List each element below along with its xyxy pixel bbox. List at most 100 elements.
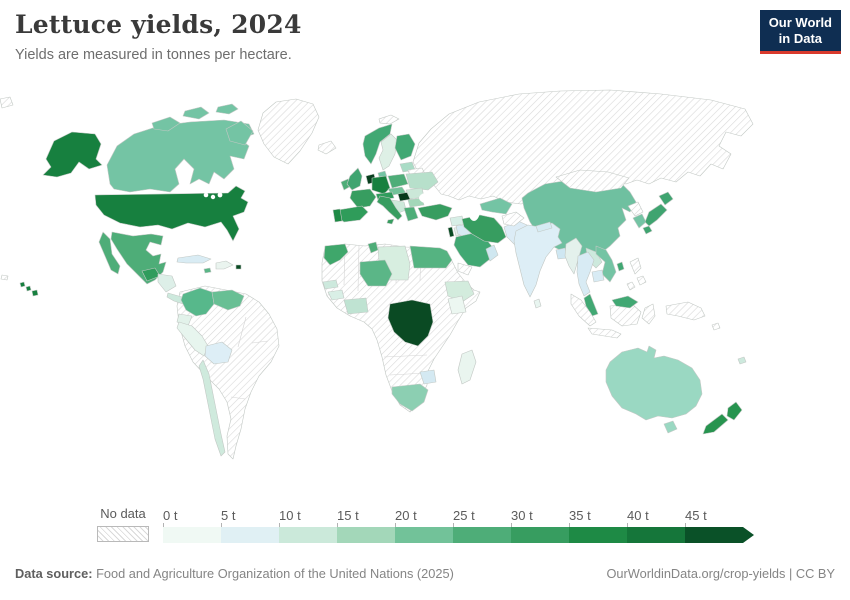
- map-region-italy[interactable]: [376, 195, 403, 225]
- map-region-philippines[interactable]: [626, 257, 647, 291]
- map-region-nepal[interactable]: [535, 221, 553, 233]
- map-region-dr-congo[interactable]: [387, 299, 434, 347]
- map-region-new-zealand[interactable]: [702, 401, 743, 435]
- map-region-ivory-coast-ghana[interactable]: [343, 297, 369, 315]
- map-region-borneo-malaysia[interactable]: [611, 295, 639, 309]
- legend-bin[interactable]: [685, 527, 743, 543]
- map-region-norway[interactable]: [362, 123, 393, 165]
- map-region-niger[interactable]: [359, 259, 393, 287]
- legend-tick-label: 30 t: [511, 508, 533, 523]
- map-region-australia[interactable]: [605, 345, 703, 421]
- map-region-midway[interactable]: [0, 274, 9, 281]
- owid-link[interactable]: OurWorldinData.org/crop-yields | CC BY: [606, 566, 835, 581]
- map-region-malaysia[interactable]: [583, 293, 599, 317]
- map-region-poland[interactable]: [387, 173, 409, 189]
- map-region-south-africa[interactable]: [391, 383, 429, 412]
- legend-bin[interactable]: [337, 527, 395, 543]
- map-region-germany[interactable]: [371, 175, 391, 195]
- map-region-taiwan[interactable]: [616, 261, 625, 272]
- map-region-yemen[interactable]: [457, 262, 473, 276]
- chart-subtitle: Yields are measured in tonnes per hectar…: [15, 47, 292, 63]
- map-region-cuba[interactable]: [176, 254, 212, 264]
- map-region-vietnam[interactable]: [595, 245, 617, 283]
- map-legend: No data 0 t 5 t 10 t 15 t 20 t 25 t 30 t 35 t 40…: [0, 506, 850, 558]
- legend-bin[interactable]: [221, 527, 279, 543]
- map-region-indonesia[interactable]: [570, 293, 656, 339]
- no-data-swatch[interactable]: [97, 526, 149, 542]
- map-region-colombia[interactable]: [180, 287, 215, 317]
- map-region-morocco[interactable]: [323, 243, 349, 266]
- map-region-japan[interactable]: [642, 191, 674, 235]
- map-region-hispaniola[interactable]: [215, 260, 234, 270]
- map-region-honduras-nicaragua[interactable]: [157, 273, 177, 293]
- legend-bin[interactable]: [453, 527, 511, 543]
- legend-bin[interactable]: [569, 527, 627, 543]
- owid-logo[interactable]: Our World in Data: [759, 10, 841, 54]
- map-region-portugal[interactable]: [332, 208, 343, 223]
- map-region-afghanistan[interactable]: [501, 211, 525, 227]
- map-region-turkey[interactable]: [417, 203, 453, 221]
- owid-logo-line1: Our World: [768, 15, 832, 30]
- map-region-zimbabwe[interactable]: [419, 369, 437, 385]
- legend-bin[interactable]: [511, 527, 569, 543]
- map-region-papua-new-guinea[interactable]: [665, 301, 706, 321]
- map-region-iceland[interactable]: [317, 140, 337, 155]
- map-region-kenya[interactable]: [447, 295, 467, 315]
- map-region-senegal[interactable]: [322, 279, 339, 290]
- map-region-syria[interactable]: [449, 215, 465, 227]
- map-region-puerto-rico[interactable]: [235, 264, 242, 270]
- map-region-mongolia[interactable]: [555, 169, 630, 193]
- legend-segments[interactable]: [163, 523, 754, 543]
- map-region-north-korea[interactable]: [627, 201, 644, 217]
- map-region-myanmar[interactable]: [564, 237, 583, 275]
- map-region-svalbard[interactable]: [378, 114, 400, 125]
- map-region-madagascar[interactable]: [457, 349, 477, 385]
- map-region-venezuela[interactable]: [211, 289, 245, 311]
- map-region-tasmania[interactable]: [663, 420, 678, 434]
- legend-bin[interactable]: [279, 527, 337, 543]
- map-region-united-states[interactable]: [94, 185, 249, 242]
- map-region-hawaii[interactable]: [19, 281, 39, 297]
- map-region-france[interactable]: [349, 188, 377, 209]
- map-region-central-asia[interactable]: [479, 197, 513, 215]
- map-region-israel[interactable]: [447, 226, 455, 238]
- legend-bin[interactable]: [627, 527, 685, 543]
- map-region-ukraine[interactable]: [405, 171, 439, 191]
- map-region-south-america-nodata[interactable]: [176, 285, 280, 460]
- map-region-india[interactable]: [513, 222, 563, 298]
- legend-tick-mark: [627, 523, 628, 527]
- legend-no-data[interactable]: No data: [97, 506, 149, 542]
- map-region-sweden[interactable]: [378, 133, 398, 171]
- map-region-guinea[interactable]: [327, 289, 345, 301]
- great-lakes: [217, 192, 223, 198]
- legend-tick-mark: [453, 523, 454, 527]
- page-title: Lettuce yields, 2024: [15, 10, 302, 39]
- map-region-greece[interactable]: [403, 206, 419, 222]
- map-region-bolivia[interactable]: [204, 341, 233, 365]
- legend-bin[interactable]: [395, 527, 453, 543]
- legend-tick-mark: [511, 523, 512, 527]
- legend-bin[interactable]: [163, 527, 221, 543]
- legend-tick-label: 10 t: [279, 508, 301, 523]
- legend-tick-mark: [221, 523, 222, 527]
- map-region-jamaica[interactable]: [203, 267, 212, 274]
- map-region-solomon-islands[interactable]: [711, 322, 721, 331]
- map-region-oman[interactable]: [485, 244, 499, 262]
- map-region-iran[interactable]: [461, 214, 507, 244]
- map-region-chukotka[interactable]: [0, 96, 14, 109]
- map-region-cambodia[interactable]: [591, 269, 605, 283]
- map-region-united-kingdom[interactable]: [346, 167, 363, 191]
- map-region-ethiopia[interactable]: [444, 280, 475, 303]
- map-region-greenland[interactable]: [257, 98, 320, 165]
- map-region-sri-lanka[interactable]: [533, 298, 542, 309]
- map-region-egypt[interactable]: [409, 245, 453, 269]
- map-region-alaska[interactable]: [42, 131, 103, 178]
- map-region-finland[interactable]: [394, 133, 416, 161]
- map-region-russia[interactable]: [412, 89, 754, 205]
- map-region-peru[interactable]: [176, 321, 209, 357]
- map-region-fiji[interactable]: [737, 356, 747, 365]
- legend-tick-mark: [279, 523, 280, 527]
- map-region-chile[interactable]: [198, 359, 226, 457]
- map-region-arctic-islands[interactable]: [151, 103, 254, 146]
- map-region-thailand[interactable]: [576, 251, 595, 297]
